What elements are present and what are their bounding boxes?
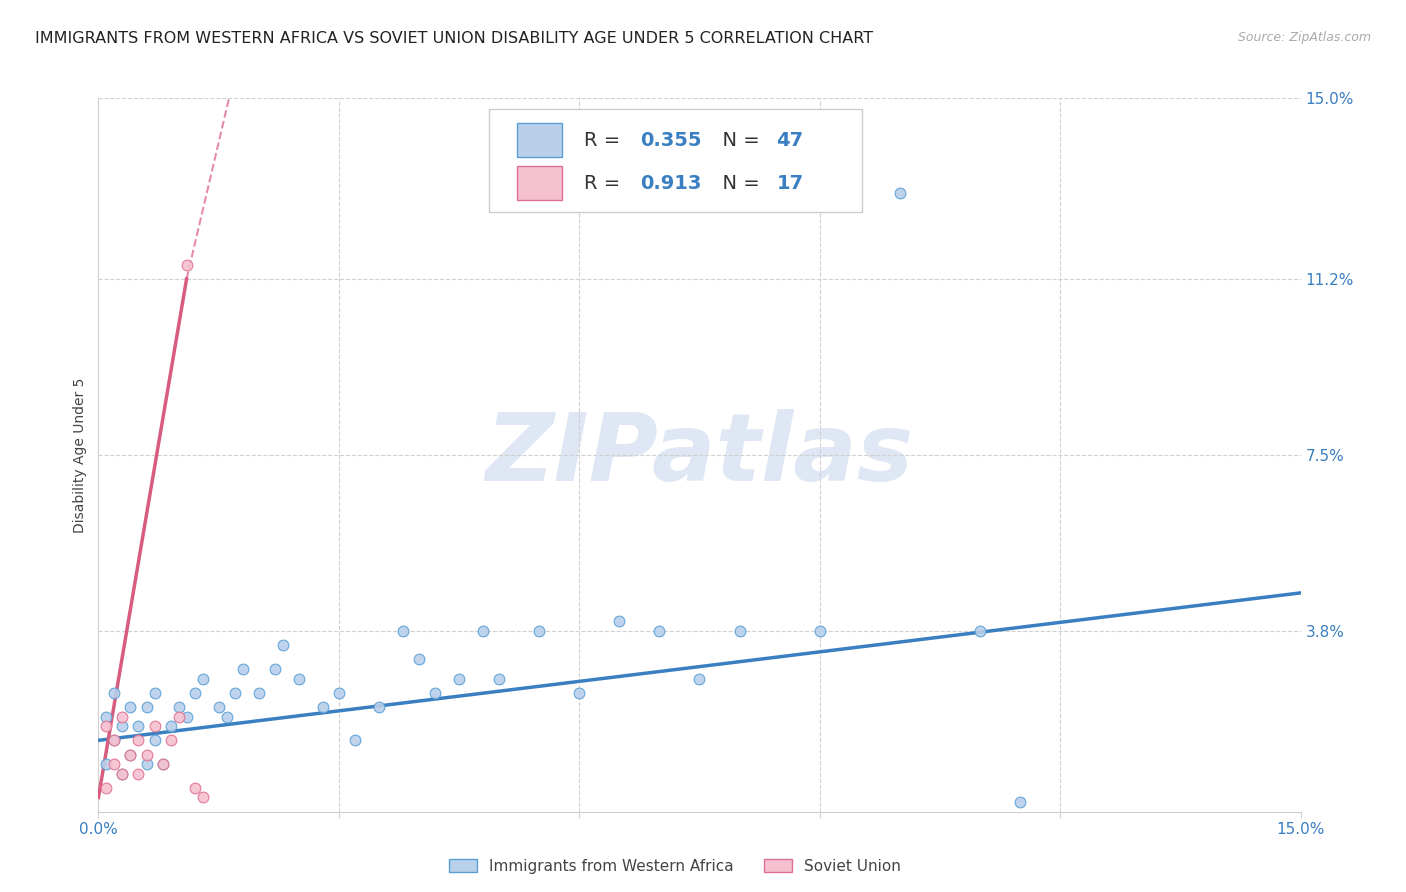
- Point: [128, 766, 150, 780]
- Text: R =: R =: [583, 174, 627, 193]
- Point: [159, 719, 181, 733]
- Point: [111, 719, 134, 733]
- Text: N =: N =: [710, 131, 766, 150]
- Point: [568, 686, 591, 700]
- Point: [152, 757, 174, 772]
- Point: [120, 700, 142, 714]
- Point: [111, 766, 134, 780]
- Point: [191, 790, 214, 805]
- Point: [183, 686, 205, 700]
- Point: [135, 747, 157, 762]
- Point: [447, 672, 470, 686]
- Point: [103, 757, 125, 772]
- FancyBboxPatch shape: [517, 166, 562, 200]
- Point: [392, 624, 415, 638]
- Point: [176, 709, 198, 723]
- Point: [128, 733, 150, 747]
- Point: [183, 780, 205, 795]
- Point: [312, 700, 335, 714]
- Point: [529, 624, 551, 638]
- Point: [128, 719, 150, 733]
- Text: N =: N =: [710, 174, 766, 193]
- Point: [232, 662, 254, 676]
- Point: [120, 747, 142, 762]
- Point: [159, 733, 181, 747]
- Point: [224, 686, 246, 700]
- Point: [368, 700, 391, 714]
- Point: [103, 733, 125, 747]
- Point: [808, 624, 831, 638]
- Point: [152, 757, 174, 772]
- Point: [143, 733, 166, 747]
- Point: [408, 652, 430, 666]
- Text: 47: 47: [776, 131, 804, 150]
- Point: [111, 709, 134, 723]
- Point: [96, 780, 118, 795]
- Point: [488, 672, 510, 686]
- Point: [969, 624, 991, 638]
- Point: [889, 186, 911, 201]
- Y-axis label: Disability Age Under 5: Disability Age Under 5: [73, 377, 87, 533]
- Point: [135, 700, 157, 714]
- Point: [111, 766, 134, 780]
- Text: ZIPatlas: ZIPatlas: [485, 409, 914, 501]
- Point: [120, 747, 142, 762]
- FancyBboxPatch shape: [489, 109, 862, 212]
- Point: [288, 672, 311, 686]
- Point: [472, 624, 495, 638]
- Point: [328, 686, 350, 700]
- Point: [96, 757, 118, 772]
- Text: R =: R =: [583, 131, 627, 150]
- Point: [103, 733, 125, 747]
- Point: [247, 686, 270, 700]
- Point: [263, 662, 285, 676]
- Point: [143, 686, 166, 700]
- Point: [167, 709, 190, 723]
- Point: [96, 709, 118, 723]
- Point: [143, 719, 166, 733]
- Point: [343, 733, 366, 747]
- Point: [135, 757, 157, 772]
- Point: [648, 624, 671, 638]
- Text: 0.355: 0.355: [641, 131, 702, 150]
- Point: [176, 258, 198, 272]
- Text: IMMIGRANTS FROM WESTERN AFRICA VS SOVIET UNION DISABILITY AGE UNDER 5 CORRELATIO: IMMIGRANTS FROM WESTERN AFRICA VS SOVIET…: [35, 31, 873, 46]
- Point: [423, 686, 446, 700]
- Point: [191, 672, 214, 686]
- Point: [167, 700, 190, 714]
- Text: Source: ZipAtlas.com: Source: ZipAtlas.com: [1237, 31, 1371, 45]
- Point: [609, 615, 631, 629]
- Text: 0.913: 0.913: [641, 174, 702, 193]
- Text: 17: 17: [776, 174, 804, 193]
- Legend: Immigrants from Western Africa, Soviet Union: Immigrants from Western Africa, Soviet U…: [443, 853, 907, 880]
- Point: [208, 700, 231, 714]
- Point: [96, 719, 118, 733]
- FancyBboxPatch shape: [517, 123, 562, 157]
- Point: [689, 672, 711, 686]
- Point: [103, 686, 125, 700]
- Point: [271, 638, 294, 652]
- Point: [1010, 795, 1032, 809]
- Point: [215, 709, 238, 723]
- Point: [728, 624, 751, 638]
